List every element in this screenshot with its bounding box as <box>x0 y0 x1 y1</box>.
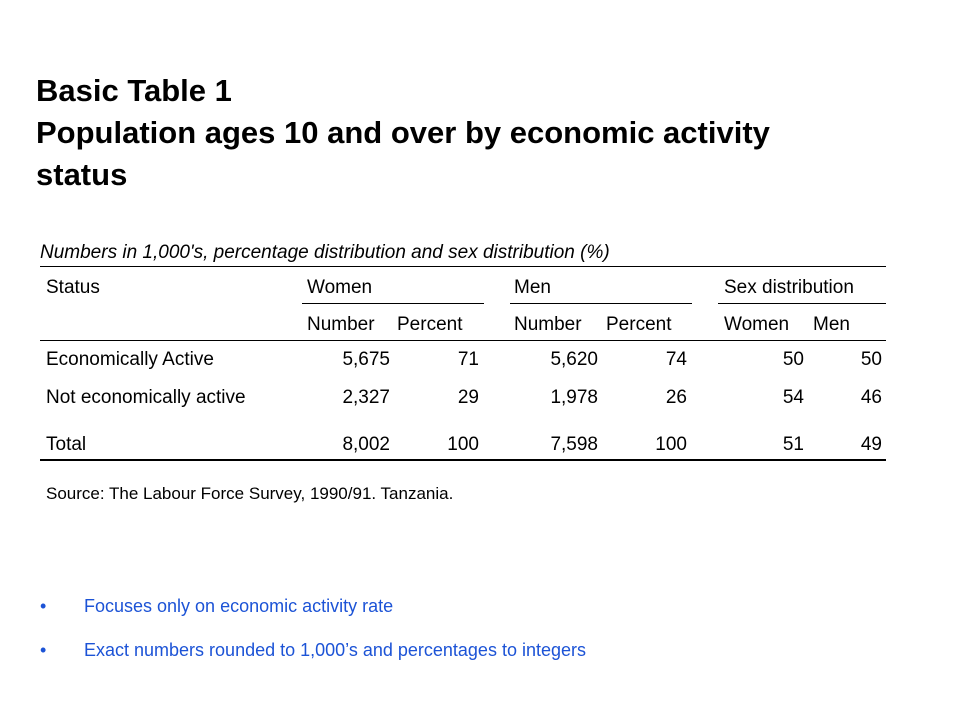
men-group-rule <box>510 303 692 304</box>
header-men: Men <box>514 277 551 298</box>
row-1-women-percent: 71 <box>457 349 479 370</box>
row-2-men-number: 1,978 <box>550 387 598 408</box>
row-total-sd-women: 51 <box>782 434 804 455</box>
bullet-item: • Exact numbers rounded to 1,000’s and p… <box>40 638 586 682</box>
header-sd-men: Men <box>813 314 850 335</box>
header-men-number: Number <box>514 314 582 335</box>
row-1-sd-men: 50 <box>860 349 882 370</box>
table-source: Source: The Labour Force Survey, 1990/91… <box>46 484 454 503</box>
header-status: Status <box>46 277 100 298</box>
row-total-women-percent: 100 <box>447 434 479 455</box>
row-1-status: Economically Active <box>46 349 214 370</box>
table-bottom-rule <box>40 459 886 461</box>
row-total-men-percent: 100 <box>655 434 687 455</box>
row-total-sd-men: 49 <box>860 434 882 455</box>
row-total-men-number: 7,598 <box>550 434 598 455</box>
header-men-percent: Percent <box>606 314 672 335</box>
row-2-women-percent: 29 <box>457 387 479 408</box>
row-2-women-number: 2,327 <box>342 387 390 408</box>
row-2-status: Not economically active <box>46 387 246 408</box>
bullet-text: Exact numbers rounded to 1,000’s and per… <box>84 640 586 660</box>
bullet-marker: • <box>40 596 47 616</box>
title-line-3: status <box>36 157 128 192</box>
row-1-sd-women: 50 <box>782 349 804 370</box>
women-group-rule <box>302 303 484 304</box>
row-1-men-percent: 74 <box>665 349 687 370</box>
row-1-women-number: 5,675 <box>342 349 390 370</box>
sex-group-rule <box>718 303 886 304</box>
header-women-number: Number <box>307 314 375 335</box>
header-rule <box>40 340 886 341</box>
header-women-percent: Percent <box>397 314 463 335</box>
caption-rule <box>40 266 886 267</box>
title-line-2: Population ages 10 and over by economic … <box>36 115 770 150</box>
row-2-sd-women: 54 <box>782 387 804 408</box>
table-caption: Numbers in 1,000's, percentage distribut… <box>40 242 610 263</box>
row-1-men-number: 5,620 <box>550 349 598 370</box>
title-line-1: Basic Table 1 <box>36 73 232 108</box>
header-sex-distribution: Sex distribution <box>724 277 854 298</box>
slide-title: Basic Table 1 Population ages 10 and ove… <box>36 70 936 196</box>
bullet-item: • Focuses only on economic activity rate <box>40 594 586 638</box>
row-total-women-number: 8,002 <box>342 434 390 455</box>
row-2-sd-men: 46 <box>860 387 882 408</box>
row-2-men-percent: 26 <box>665 387 687 408</box>
bullet-list: • Focuses only on economic activity rate… <box>40 594 586 682</box>
header-sd-women: Women <box>724 314 790 335</box>
row-total-status: Total <box>46 434 87 455</box>
bullet-text: Focuses only on economic activity rate <box>84 596 394 616</box>
bullet-marker: • <box>40 640 47 660</box>
header-women: Women <box>307 277 373 298</box>
